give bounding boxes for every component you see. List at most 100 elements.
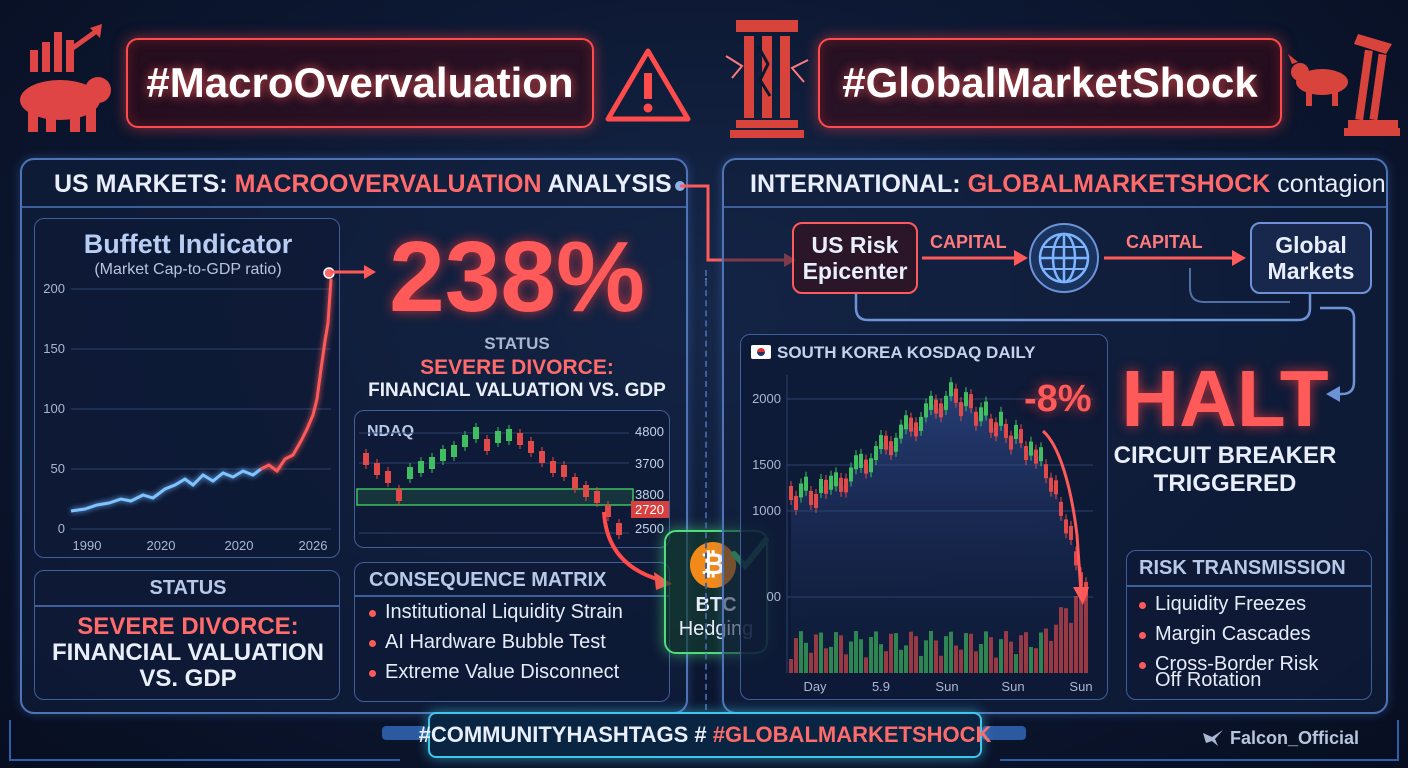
kosdaq-x-tick: Sun bbox=[935, 679, 958, 694]
kosdaq-candle bbox=[949, 382, 953, 397]
kosdaq-volume-bar bbox=[954, 645, 958, 673]
kosdaq-candle bbox=[884, 435, 888, 450]
consequence-item: AI Hardware Bubble Test bbox=[369, 631, 623, 654]
ndaq-candle bbox=[484, 439, 490, 451]
kosdaq-volume-bar bbox=[874, 631, 878, 673]
kosdaq-volume-bar bbox=[844, 654, 848, 673]
buffett-x-tick: 2026 bbox=[299, 538, 328, 553]
kosdaq-candle bbox=[924, 403, 928, 418]
ndaq-candle bbox=[550, 461, 556, 473]
kosdaq-candle bbox=[834, 472, 838, 487]
ndaq-y-tick: 4800 bbox=[635, 424, 664, 439]
kosdaq-candle bbox=[789, 486, 793, 500]
kosdaq-volume-bar bbox=[994, 657, 998, 673]
risk-item: Margin Cascades bbox=[1139, 623, 1318, 646]
global-market-shock-label: #GlobalMarketShock bbox=[842, 59, 1258, 106]
buffett-plot: 200 150 100 50 0 1990 2020 2020 2026 bbox=[43, 267, 335, 553]
kosdaq-candle bbox=[959, 402, 963, 417]
kosdaq-volume-bar bbox=[949, 631, 953, 673]
risk-item: Liquidity Freezes bbox=[1139, 593, 1318, 616]
kosdaq-volume-bar bbox=[859, 639, 863, 673]
kosdaq-volume-bar bbox=[854, 631, 858, 673]
kosdaq-candle bbox=[934, 399, 938, 414]
kosdaq-candle bbox=[984, 401, 988, 416]
kosdaq-volume-bar bbox=[909, 631, 913, 673]
kosdaq-volume-bar bbox=[839, 635, 843, 673]
kosdaq-candle bbox=[1044, 464, 1048, 479]
ndaq-candle bbox=[418, 461, 424, 473]
kosdaq-candle bbox=[1054, 480, 1058, 495]
kosdaq-candle bbox=[829, 475, 833, 490]
kosdaq-volume-bar bbox=[989, 637, 993, 673]
kosdaq-candle bbox=[894, 437, 898, 452]
feedback-loop bbox=[854, 268, 1356, 402]
kosdaq-volume-bar bbox=[1084, 588, 1088, 673]
kosdaq-y-tick: 00 bbox=[767, 589, 781, 604]
headline-status-line2: FINANCIAL VALUATION VS. GDP bbox=[368, 380, 666, 401]
ndaq-candle bbox=[429, 457, 435, 469]
status-line3: VS. GDP bbox=[139, 665, 237, 692]
risk-title: RISK TRANSMISSION bbox=[1139, 557, 1346, 579]
kosdaq-candle bbox=[1024, 446, 1028, 461]
global-market-shock-hashtag[interactable]: #GLOBALMARKETSHOCK bbox=[712, 722, 992, 747]
kosdaq-candle bbox=[854, 455, 858, 470]
kosdaq-volume-bar bbox=[904, 645, 908, 673]
kosdaq-volume-bar bbox=[834, 632, 838, 673]
kosdaq-candle bbox=[874, 446, 878, 461]
risk-transmission: RISK TRANSMISSION Liquidity Freezes Marg… bbox=[1126, 550, 1372, 700]
kosdaq-volume-bar bbox=[999, 639, 1003, 673]
kosdaq-candle bbox=[869, 458, 873, 473]
bear-icon bbox=[20, 24, 111, 132]
capital-label: CAPITAL bbox=[1126, 232, 1203, 252]
ndaq-candle bbox=[616, 523, 622, 535]
ndaq-candle bbox=[517, 433, 523, 445]
kosdaq-volume-bar bbox=[889, 633, 893, 673]
ndaq-candle bbox=[572, 477, 578, 489]
risk-item: Cross-Border Risk bbox=[1139, 653, 1318, 676]
buffett-line-history bbox=[70, 467, 262, 513]
status-line1: SEVERE DIVORCE: bbox=[77, 613, 299, 640]
kosdaq-candle bbox=[919, 416, 923, 431]
kosdaq-drop: -8% bbox=[1024, 378, 1092, 420]
headline-status-label: STATUS bbox=[484, 334, 550, 353]
globe-icon bbox=[1029, 223, 1099, 293]
kosdaq-candle bbox=[1019, 429, 1023, 444]
buffett-title: Buffett Indicator bbox=[83, 229, 293, 259]
macro-overvaluation-tag: #MacroOvervaluation bbox=[126, 38, 594, 128]
kosdaq-y-tick: 1500 bbox=[752, 457, 781, 472]
buffett-y-tick: 150 bbox=[43, 341, 65, 356]
community-hashtag[interactable]: #COMMUNITYHASHTAGS bbox=[418, 722, 689, 747]
ndaq-candle bbox=[528, 441, 534, 453]
credit: Falcon_Official bbox=[1202, 728, 1359, 749]
kosdaq-candle bbox=[804, 476, 808, 491]
buffett-line-recent bbox=[260, 278, 333, 474]
kosdaq-candle bbox=[824, 479, 828, 494]
kosdaq-volume-bar bbox=[964, 633, 968, 673]
kosdaq-candle bbox=[939, 403, 943, 418]
buffett-y-tick: 100 bbox=[43, 401, 65, 416]
ndaq-y-tick: 3700 bbox=[635, 456, 664, 471]
kosdaq-candle bbox=[989, 418, 993, 433]
kosdaq-x-tick: Sun bbox=[1069, 679, 1092, 694]
macro-overvaluation-label: #MacroOvervaluation bbox=[146, 59, 574, 106]
us-panel-title: US MARKETS: MACROOVERVALUATION ANALYSIS bbox=[54, 170, 672, 198]
kosdaq-candle bbox=[839, 477, 843, 492]
kosdaq-volume-bar bbox=[879, 644, 883, 673]
kosdaq-volume-bar bbox=[789, 659, 793, 673]
ndaq-price-tag: 2720 bbox=[635, 502, 664, 517]
ndaq-candle bbox=[440, 449, 446, 461]
capital-label: CAPITAL bbox=[930, 232, 1007, 252]
circuit-breaker-line2: TRIGGERED bbox=[1153, 470, 1297, 497]
kosdaq-chart: SOUTH KOREA KOSDAQ DAILY 2000 1500 1000 … bbox=[740, 334, 1108, 700]
ndaq-candle bbox=[363, 453, 369, 465]
kosdaq-volume-bar bbox=[1039, 632, 1043, 673]
kosdaq-candle bbox=[1009, 435, 1013, 450]
kosdaq-volume-bar bbox=[984, 631, 988, 673]
kosdaq-candle bbox=[819, 479, 823, 494]
headline-status-line1: SEVERE DIVORCE: bbox=[420, 356, 614, 379]
kosdaq-volume-bar bbox=[934, 640, 938, 673]
ndaq-chart: NDAQ 4800 3700 3800 2720 2500 bbox=[354, 410, 670, 548]
kosdaq-candle bbox=[954, 388, 958, 403]
ndaq-candle bbox=[561, 465, 567, 477]
ndaq-candle bbox=[495, 431, 501, 443]
